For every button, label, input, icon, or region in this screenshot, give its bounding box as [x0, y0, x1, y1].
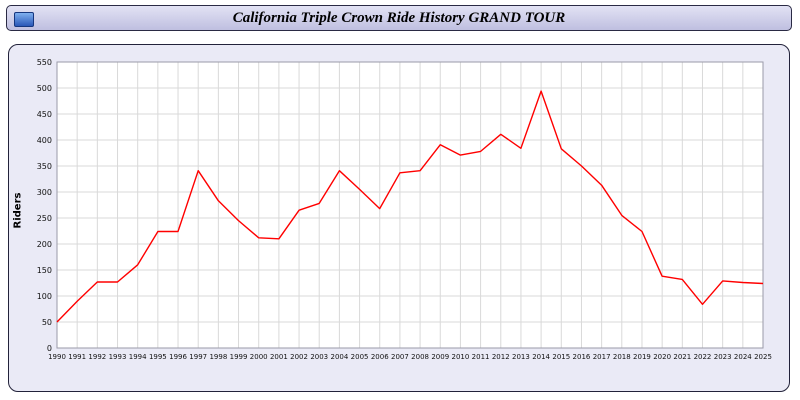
- svg-text:2014: 2014: [532, 353, 550, 361]
- svg-text:2002: 2002: [290, 353, 308, 361]
- svg-text:2004: 2004: [330, 353, 348, 361]
- svg-text:1999: 1999: [230, 353, 248, 361]
- svg-text:550: 550: [37, 58, 52, 67]
- svg-text:2012: 2012: [492, 353, 510, 361]
- svg-text:2023: 2023: [714, 353, 732, 361]
- chart-app-icon: [14, 12, 34, 27]
- svg-text:1997: 1997: [189, 353, 207, 361]
- svg-text:500: 500: [37, 84, 52, 93]
- svg-text:2024: 2024: [734, 353, 752, 361]
- svg-text:2018: 2018: [613, 353, 631, 361]
- svg-text:2015: 2015: [552, 353, 570, 361]
- svg-text:2016: 2016: [573, 353, 591, 361]
- title-bar: California Triple Crown Ride History GRA…: [6, 5, 792, 31]
- svg-text:1994: 1994: [129, 353, 147, 361]
- svg-text:2005: 2005: [351, 353, 369, 361]
- svg-text:1998: 1998: [209, 353, 227, 361]
- svg-text:1991: 1991: [68, 353, 86, 361]
- svg-text:300: 300: [37, 188, 52, 197]
- svg-text:2025: 2025: [754, 353, 772, 361]
- svg-text:2017: 2017: [593, 353, 611, 361]
- svg-text:400: 400: [37, 136, 52, 145]
- svg-text:2001: 2001: [270, 353, 288, 361]
- svg-text:2020: 2020: [653, 353, 671, 361]
- svg-text:2019: 2019: [633, 353, 651, 361]
- svg-text:2000: 2000: [250, 353, 268, 361]
- page-title: California Triple Crown Ride History GRA…: [232, 10, 566, 26]
- svg-text:2021: 2021: [673, 353, 691, 361]
- svg-text:250: 250: [37, 214, 52, 223]
- svg-text:2010: 2010: [452, 353, 470, 361]
- svg-text:350: 350: [37, 162, 52, 171]
- svg-text:2008: 2008: [411, 353, 429, 361]
- svg-text:2011: 2011: [472, 353, 490, 361]
- svg-text:200: 200: [37, 240, 52, 249]
- svg-text:2022: 2022: [694, 353, 712, 361]
- svg-text:2007: 2007: [391, 353, 409, 361]
- svg-text:1992: 1992: [88, 353, 106, 361]
- svg-text:450: 450: [37, 110, 52, 119]
- svg-text:2013: 2013: [512, 353, 530, 361]
- svg-text:150: 150: [37, 266, 52, 275]
- svg-text:50: 50: [42, 318, 52, 327]
- svg-text:1995: 1995: [149, 353, 167, 361]
- y-axis-label: Riders: [12, 192, 24, 229]
- svg-text:2006: 2006: [371, 353, 389, 361]
- svg-text:2009: 2009: [431, 353, 449, 361]
- svg-text:1993: 1993: [109, 353, 127, 361]
- svg-text:1996: 1996: [169, 353, 187, 361]
- chart-panel: Riders 0 50 100 150 200 250 300 350 400 450 500 550…: [8, 44, 790, 392]
- svg-text:100: 100: [37, 292, 52, 301]
- svg-text:2003: 2003: [310, 353, 328, 361]
- svg-text:0: 0: [47, 344, 52, 353]
- svg-text:1990: 1990: [48, 353, 66, 361]
